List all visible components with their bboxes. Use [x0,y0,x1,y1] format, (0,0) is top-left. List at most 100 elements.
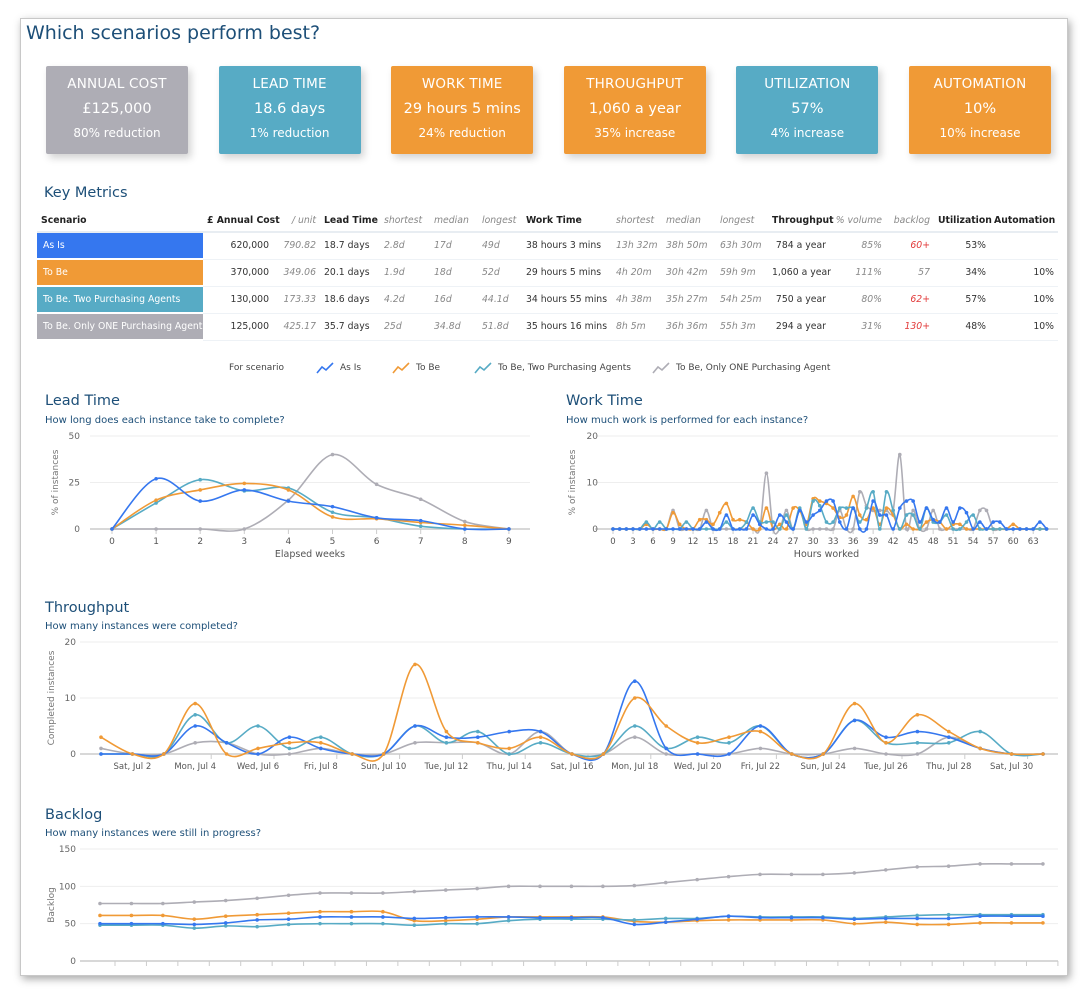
data-point[interactable] [98,901,102,906]
data-point[interactable] [978,508,982,513]
data-point[interactable] [286,499,291,503]
data-point[interactable] [791,527,795,531]
data-point[interactable] [476,729,480,734]
data-point[interactable] [381,752,386,756]
data-point[interactable] [947,741,951,745]
data-point[interactable] [507,527,511,531]
data-point[interactable] [1041,921,1045,925]
data-point[interactable] [831,527,835,531]
data-point[interactable] [443,918,448,923]
data-point[interactable] [931,508,935,513]
data-point[interactable] [804,520,809,524]
data-point[interactable] [898,506,902,510]
data-point[interactable] [864,506,869,510]
data-point[interactable] [946,912,951,917]
data-point[interactable] [831,520,835,524]
data-point[interactable] [837,520,842,524]
data-point[interactable] [883,920,888,924]
data-point[interactable] [751,506,755,510]
data-point[interactable] [475,886,479,891]
data-point[interactable] [711,527,715,531]
kpi-card-automation[interactable]: AUTOMATION 10% 10% increase [909,66,1051,154]
data-point[interactable] [198,499,202,503]
data-point[interactable] [223,921,228,925]
data-point[interactable] [727,752,731,756]
data-point[interactable] [851,506,855,510]
data-point[interactable] [964,510,969,515]
data-point[interactable] [938,520,942,524]
data-point[interactable] [727,735,731,739]
data-point[interactable] [751,527,755,531]
data-point[interactable] [193,724,197,728]
data-point[interactable] [944,513,949,517]
data-point[interactable] [192,926,197,930]
table-row[interactable]: To Be 370,000 349.06 20.1 days 1.9d 18d 52d 29 … [37,259,1058,287]
data-point[interactable] [677,527,682,531]
data-point[interactable] [601,915,605,920]
data-point[interactable] [964,527,969,531]
data-point[interactable] [381,921,385,926]
data-point[interactable] [695,752,700,756]
data-point[interactable] [851,494,855,499]
data-point[interactable] [695,741,700,745]
data-point[interactable] [757,522,762,527]
data-point[interactable] [506,915,511,919]
data-point[interactable] [154,527,158,531]
data-point[interactable] [904,499,909,503]
data-point[interactable] [1004,527,1009,531]
data-point[interactable] [958,527,962,531]
data-point[interactable] [664,752,668,756]
data-point[interactable] [717,527,722,531]
data-point[interactable] [671,527,675,531]
data-point[interactable] [984,527,989,531]
data-point[interactable] [946,864,951,868]
data-point[interactable] [162,752,166,756]
data-point[interactable] [883,868,888,872]
data-point[interactable] [958,522,962,527]
data-point[interactable] [663,920,668,924]
data-point[interactable] [193,741,197,745]
table-row[interactable]: To Be. Two Purchasing Agents 130,000 173.3… [37,286,1058,314]
data-point[interactable] [911,527,915,531]
data-point[interactable] [811,499,815,503]
data-point[interactable] [904,522,909,527]
data-point[interactable] [991,520,995,524]
data-point[interactable] [1041,862,1045,866]
data-point[interactable] [1018,527,1022,531]
data-point[interactable] [601,752,606,756]
data-point[interactable] [824,499,829,503]
scenario-cell[interactable]: As Is [37,232,203,260]
data-point[interactable] [538,915,542,920]
data-point[interactable] [1009,752,1014,756]
data-point[interactable] [924,506,929,510]
data-point[interactable] [443,915,448,920]
data-point[interactable] [664,724,668,728]
data-point[interactable] [824,520,829,524]
data-point[interactable] [717,510,722,515]
data-point[interactable] [570,752,574,756]
data-point[interactable] [633,696,637,700]
data-point[interactable] [904,527,909,531]
data-point[interactable] [1044,527,1049,531]
data-point[interactable] [330,452,335,457]
data-point[interactable] [915,729,920,734]
data-point[interactable] [852,746,857,751]
data-point[interactable] [704,508,709,513]
data-point[interactable] [944,527,949,531]
data-point[interactable] [884,752,888,756]
data-point[interactable] [99,752,103,756]
data-point[interactable] [476,735,480,739]
kpi-card-lead-time[interactable]: LEAD TIME 18.6 days 1% reduction [218,66,361,154]
data-point[interactable] [129,921,134,926]
data-point[interactable] [507,746,512,751]
data-point[interactable] [758,915,762,920]
kpi-card-utilization[interactable]: UTILIZATION 57% 4% increase [736,66,879,154]
data-point[interactable] [413,724,417,728]
data-point[interactable] [1009,914,1014,918]
data-point[interactable] [671,510,675,515]
data-point[interactable] [938,527,942,531]
data-point[interactable] [971,513,975,517]
data-point[interactable] [915,865,919,869]
legend-item[interactable]: To Be, Two Purchasing Agents [498,363,631,373]
data-point[interactable] [192,917,197,921]
